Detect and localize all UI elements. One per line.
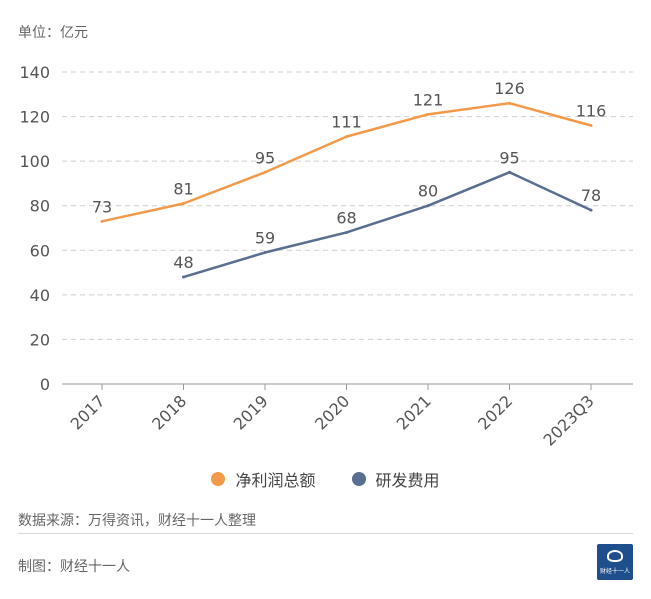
- chart-maker: 制图：财经十一人: [18, 559, 130, 575]
- data-label: 68: [336, 208, 356, 227]
- y-tick-label: 120: [19, 108, 50, 127]
- y-tick-label: 40: [30, 286, 50, 305]
- data-point: [426, 112, 430, 116]
- data-label: 121: [413, 90, 444, 109]
- unit-label: 单位：亿元: [18, 25, 88, 41]
- y-tick-label: 20: [30, 330, 50, 349]
- data-label: 95: [499, 148, 519, 167]
- legend-item-net-profit: 净利润总额: [211, 467, 316, 491]
- line-chart: 0 20 40 60 80 100 120 140 2017 2018 2019 2020 2021 20…: [19, 63, 633, 450]
- data-point: [426, 204, 430, 208]
- legend-item-rd-expense: 研发费用: [351, 467, 440, 491]
- footer-divider: [18, 533, 633, 534]
- data-point: [182, 275, 185, 279]
- data-point: [263, 251, 267, 255]
- data-point: [345, 230, 348, 234]
- data-label: 81: [173, 179, 193, 198]
- chart-legend: 净利润总额 研发费用: [0, 467, 651, 491]
- y-tick-label: 100: [19, 152, 50, 171]
- data-label: 95: [255, 148, 275, 167]
- brand-logo: 财经十一人: [597, 544, 633, 580]
- data-label: 48: [173, 253, 193, 272]
- data-label: 73: [92, 197, 112, 216]
- data-label: 116: [576, 101, 607, 120]
- legend-dot-net-profit: [211, 472, 226, 486]
- x-tick-label: 2020: [311, 391, 353, 433]
- data-point: [100, 219, 104, 223]
- data-source: 数据来源：万得资讯，财经十一人整理: [18, 513, 256, 529]
- legend-label-net-profit: 净利润总额: [235, 471, 316, 490]
- legend-dot-rd-expense: [351, 472, 366, 486]
- data-label: 78: [581, 186, 601, 205]
- data-label: 59: [255, 229, 275, 248]
- data-point: [182, 201, 185, 205]
- data-point: [508, 170, 511, 174]
- logo-globe-icon: [607, 550, 623, 562]
- data-point: [589, 208, 593, 212]
- x-tick-label: 2021: [393, 391, 435, 433]
- data-label: 80: [418, 182, 438, 201]
- data-point: [263, 170, 267, 174]
- data-label: 126: [494, 79, 525, 98]
- x-tick-label: 2019: [230, 391, 272, 433]
- x-tick-label: 2017: [67, 391, 109, 433]
- y-tick-label: 140: [19, 63, 50, 82]
- data-point: [589, 123, 593, 127]
- data-point: [508, 101, 511, 105]
- legend-label-rd-expense: 研发费用: [375, 471, 440, 490]
- x-tick-label: 2023Q3: [539, 391, 597, 449]
- logo-text: 财经十一人: [599, 568, 630, 575]
- y-tick-label: 60: [30, 241, 50, 260]
- x-tick-label: 2018: [148, 391, 190, 433]
- series-line: [183, 171, 592, 279]
- x-tick-label: 2022: [474, 391, 516, 433]
- y-tick-label: 0: [40, 375, 50, 394]
- y-tick-label: 80: [30, 197, 50, 216]
- data-label: 111: [331, 113, 362, 132]
- data-point: [345, 135, 348, 139]
